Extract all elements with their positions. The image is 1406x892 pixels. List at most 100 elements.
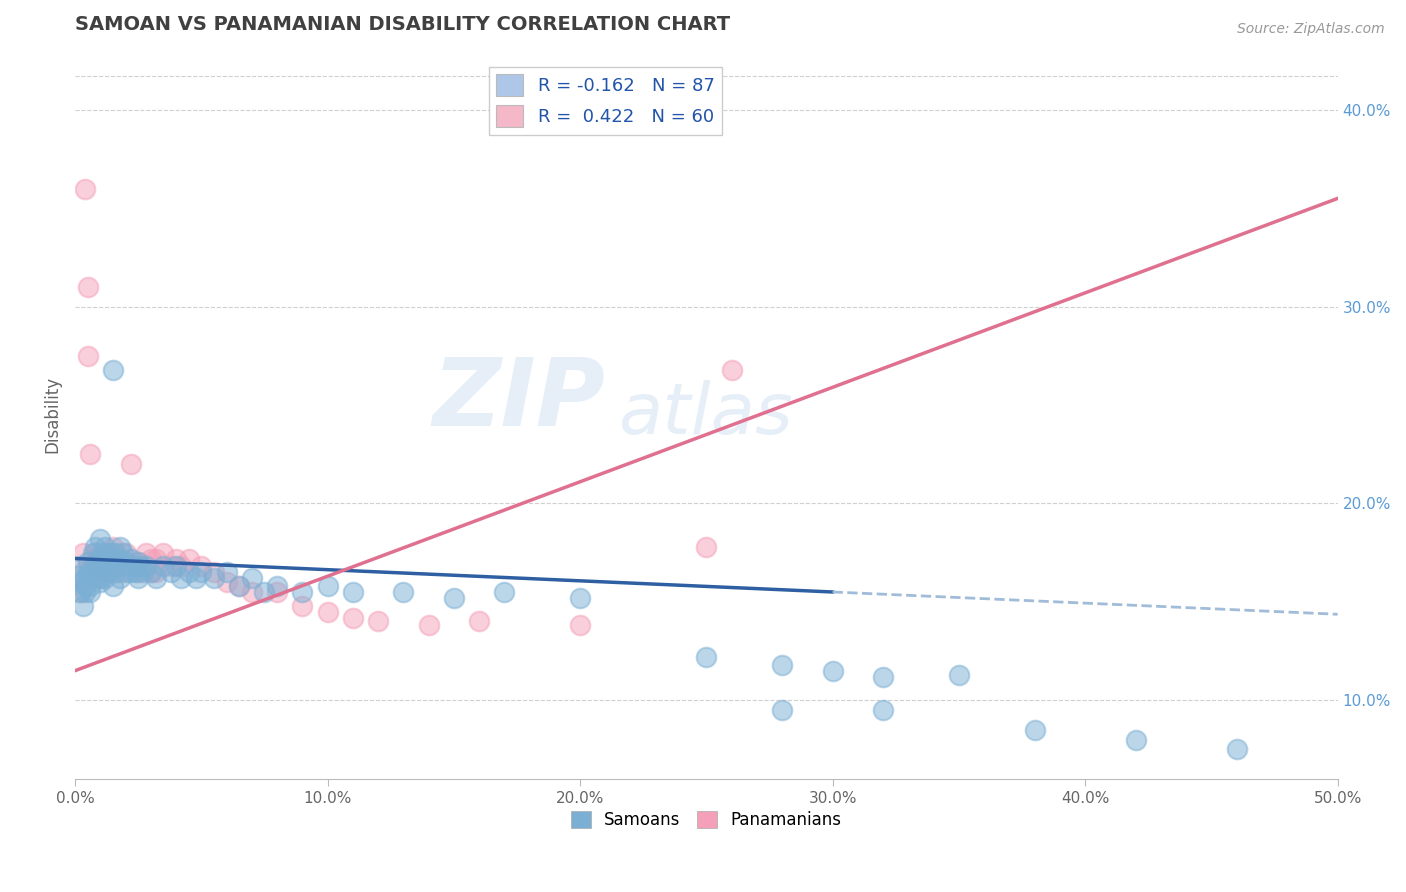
Point — [392, 585, 415, 599]
Point — [160, 566, 183, 580]
Point — [291, 585, 314, 599]
Point — [114, 566, 136, 580]
Point — [770, 657, 793, 672]
Point — [872, 670, 894, 684]
Point — [160, 559, 183, 574]
Point — [139, 566, 162, 580]
Point — [87, 551, 110, 566]
Point — [127, 571, 149, 585]
Point — [215, 575, 238, 590]
Point — [110, 540, 132, 554]
Point — [186, 571, 208, 585]
Point — [120, 566, 142, 580]
Point — [91, 556, 114, 570]
Point — [72, 566, 94, 580]
Point — [72, 599, 94, 613]
Point — [79, 571, 101, 585]
Point — [94, 566, 117, 580]
Point — [82, 551, 104, 566]
Point — [104, 559, 127, 574]
Point — [98, 566, 121, 580]
Point — [98, 551, 121, 566]
Point — [569, 618, 592, 632]
Point — [122, 559, 145, 574]
Point — [89, 571, 111, 585]
Point — [94, 556, 117, 570]
Point — [101, 362, 124, 376]
Point — [316, 579, 339, 593]
Point — [104, 546, 127, 560]
Point — [202, 571, 225, 585]
Point — [228, 579, 250, 593]
Point — [145, 566, 167, 580]
Point — [114, 546, 136, 560]
Point — [79, 566, 101, 580]
Point — [468, 615, 491, 629]
Point — [240, 585, 263, 599]
Point — [110, 559, 132, 574]
Point — [872, 703, 894, 717]
Point — [316, 605, 339, 619]
Point — [266, 579, 288, 593]
Point — [120, 457, 142, 471]
Point — [76, 349, 98, 363]
Point — [114, 559, 136, 574]
Point — [139, 566, 162, 580]
Point — [76, 566, 98, 580]
Point — [135, 559, 157, 574]
Point — [91, 546, 114, 560]
Point — [107, 551, 129, 566]
Point — [91, 566, 114, 580]
Point — [177, 551, 200, 566]
Point — [69, 559, 91, 574]
Point — [291, 599, 314, 613]
Point — [228, 579, 250, 593]
Point — [66, 569, 89, 583]
Point — [97, 546, 120, 560]
Point — [165, 551, 187, 566]
Point — [117, 559, 139, 574]
Point — [82, 546, 104, 560]
Point — [89, 575, 111, 590]
Point — [79, 447, 101, 461]
Point — [569, 591, 592, 605]
Point — [72, 575, 94, 590]
Point — [76, 556, 98, 570]
Point — [72, 546, 94, 560]
Point — [145, 551, 167, 566]
Point — [177, 566, 200, 580]
Point — [76, 280, 98, 294]
Point — [695, 649, 717, 664]
Point — [75, 571, 97, 585]
Point — [97, 559, 120, 574]
Point — [101, 540, 124, 554]
Point — [79, 585, 101, 599]
Point — [135, 546, 157, 560]
Text: Source: ZipAtlas.com: Source: ZipAtlas.com — [1237, 22, 1385, 37]
Point — [1024, 723, 1046, 737]
Point — [202, 566, 225, 580]
Point — [104, 566, 127, 580]
Point — [89, 559, 111, 574]
Point — [104, 546, 127, 560]
Point — [110, 551, 132, 566]
Point — [145, 571, 167, 585]
Point — [152, 559, 174, 574]
Point — [89, 571, 111, 585]
Point — [84, 559, 107, 574]
Point — [127, 556, 149, 570]
Point — [75, 585, 97, 599]
Point — [132, 566, 155, 580]
Text: SAMOAN VS PANAMANIAN DISABILITY CORRELATION CHART: SAMOAN VS PANAMANIAN DISABILITY CORRELAT… — [75, 15, 730, 34]
Point — [240, 571, 263, 585]
Point — [367, 615, 389, 629]
Point — [87, 569, 110, 583]
Point — [418, 618, 440, 632]
Point — [695, 540, 717, 554]
Point — [190, 566, 212, 580]
Point — [342, 610, 364, 624]
Point — [79, 579, 101, 593]
Point — [170, 559, 193, 574]
Point — [190, 559, 212, 574]
Point — [75, 579, 97, 593]
